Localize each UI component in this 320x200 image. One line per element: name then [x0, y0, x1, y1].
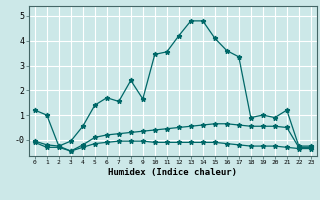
- X-axis label: Humidex (Indice chaleur): Humidex (Indice chaleur): [108, 168, 237, 177]
